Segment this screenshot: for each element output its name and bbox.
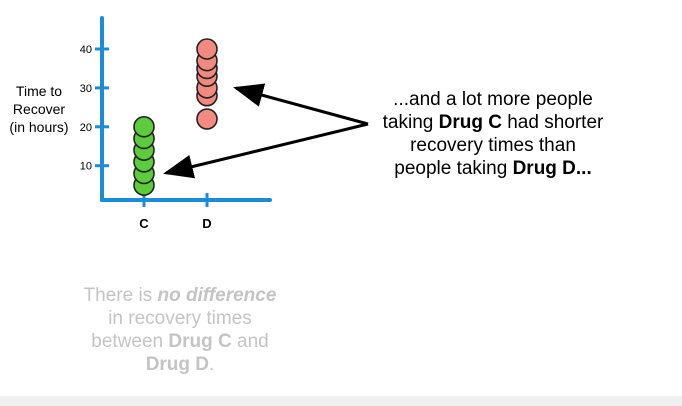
- x-tick-label: C: [139, 216, 149, 231]
- annotation-text: ...and a lot more people taking Drug C h…: [358, 88, 628, 180]
- null-line-3b: and: [231, 331, 269, 352]
- y-tick-label: 30: [80, 83, 92, 95]
- y-axis-label-line: Time to: [15, 83, 63, 99]
- y-tick-label: 10: [80, 161, 92, 173]
- null-line-2: in recovery times: [108, 308, 252, 329]
- null-line: in recovery times: [60, 307, 300, 330]
- annotation-line-3: recovery times than: [410, 135, 576, 156]
- null-line-4: .: [209, 354, 215, 375]
- null-line: There is no difference: [60, 284, 300, 307]
- annotation-line-2b: had shorter: [501, 112, 604, 133]
- y-axis-label: Time to Recover (in hours): [4, 82, 74, 136]
- annotation-line-4a: people taking: [394, 158, 513, 179]
- drug-d-point: [196, 108, 218, 130]
- y-tick-label: 40: [80, 44, 92, 56]
- arrow-to-drug-c: [163, 122, 369, 179]
- null-hypothesis-text: There is no difference in recovery times…: [60, 284, 300, 376]
- bottom-bar: [0, 396, 682, 406]
- drug-c-point: [133, 116, 155, 138]
- annotation-line: recovery times than: [358, 134, 628, 157]
- y-axis-label-line: (in hours): [9, 119, 69, 135]
- null-line: between Drug C and: [60, 330, 300, 353]
- annotation-drug-c: Drug C: [438, 112, 502, 133]
- x-tick-label: D: [202, 216, 211, 231]
- null-no-difference: no difference: [157, 285, 277, 306]
- y-tick-label: 20: [80, 122, 92, 134]
- y-axis-label-line: Recover: [12, 101, 66, 117]
- null-line-3a: between: [91, 331, 169, 352]
- null-line-1a: There is: [83, 285, 158, 306]
- annotation-drug-d: Drug D...: [512, 158, 592, 179]
- null-line: Drug D.: [60, 353, 300, 376]
- drug-d-point: [196, 38, 218, 60]
- arrow-to-drug-d: [233, 83, 369, 126]
- null-drug-c: Drug C: [168, 331, 232, 352]
- annotation-line: people taking Drug D...: [358, 157, 628, 180]
- null-drug-d: Drug D: [145, 354, 210, 375]
- annotation-line: taking Drug C had shorter: [358, 111, 628, 134]
- annotation-line-2a: taking: [382, 112, 439, 133]
- annotation-line-1: ...and a lot more people: [393, 89, 593, 110]
- annotation-line: ...and a lot more people: [358, 88, 628, 111]
